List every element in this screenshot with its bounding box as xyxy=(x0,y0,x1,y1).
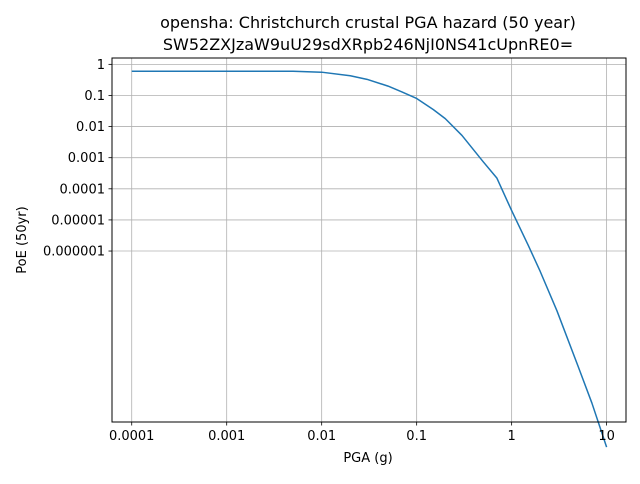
x-tick-label: 0.1 xyxy=(406,429,427,444)
x-tick-label: 0.01 xyxy=(307,429,336,444)
chart-subtitle: SW52ZXJzaW9uU29sdXRpb246NjI0NS41cUpnRE0= xyxy=(163,35,573,54)
y-tick-label: 0.000001 xyxy=(43,245,105,260)
y-tick-label: 0.1 xyxy=(84,89,105,104)
x-tick-label: 0.001 xyxy=(208,429,245,444)
ticks: 0.0001 0.001 0.01 0.1 1 10 1 0.1 0.01 0.001 0.0001… xyxy=(43,58,615,444)
chart-title: opensha: Christchurch crustal PGA hazard… xyxy=(160,13,576,32)
series-line-0 xyxy=(131,70,608,448)
y-tick-label: 1 xyxy=(97,58,105,73)
plot-frame xyxy=(111,57,627,423)
series-layer xyxy=(131,70,608,448)
x-axis-label: PGA (g) xyxy=(343,451,392,466)
y-tick-label: 0.00001 xyxy=(51,213,105,228)
y-tick-label: 0.01 xyxy=(76,120,105,135)
x-tick-label: 1 xyxy=(507,429,515,444)
y-axis-label: PoE (50yr) xyxy=(15,206,30,273)
y-tick-label: 0.001 xyxy=(68,151,105,166)
x-tick-label: 10 xyxy=(598,429,615,444)
grid xyxy=(112,58,626,422)
y-tick-label: 0.0001 xyxy=(60,182,106,197)
x-tick-label: 0.0001 xyxy=(109,429,155,444)
